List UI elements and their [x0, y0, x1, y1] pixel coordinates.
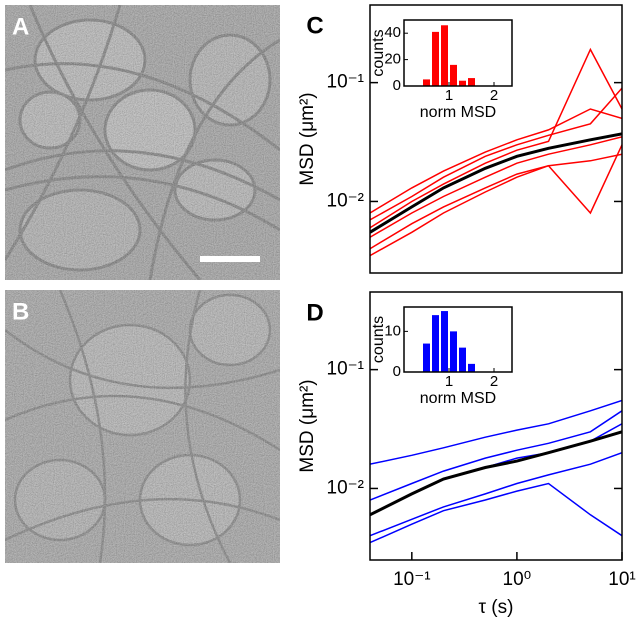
msd-curve — [370, 423, 622, 516]
x-tick-label: 10¹ — [608, 569, 635, 590]
msd-curve — [370, 153, 622, 250]
inset-y-label: counts — [370, 29, 387, 76]
histogram-bar — [459, 347, 466, 372]
msd-curve — [370, 47, 622, 229]
msd-curve — [370, 451, 622, 537]
y-axis-label: MSD (μm²) — [297, 379, 318, 472]
y-axis-label: MSD (μm²) — [297, 92, 318, 185]
plot-area — [370, 399, 622, 544]
x-tick-label: 10⁰ — [503, 569, 532, 590]
y-tick-label: 10 — [384, 322, 401, 339]
y-tick-label: 10⁻¹ — [327, 72, 365, 93]
msd-curve — [370, 430, 622, 517]
y-tick-label: 0 — [393, 363, 401, 380]
msd-curve — [370, 132, 622, 234]
inset-frame — [403, 306, 513, 373]
histogram-bar — [468, 363, 475, 372]
histogram-bar — [441, 311, 448, 372]
msd-curve — [370, 87, 622, 221]
x-axis-label: τ (s) — [479, 597, 514, 618]
inset-x-label: norm MSD — [420, 104, 496, 121]
msd-curve — [370, 144, 622, 257]
msd-curve — [370, 136, 622, 238]
plot-area — [370, 47, 622, 257]
inset-x-label: norm MSD — [420, 390, 496, 407]
y-tick-label: 10⁻² — [327, 477, 365, 498]
x-tick-label: 10⁻¹ — [393, 569, 431, 590]
panel-label: C — [306, 12, 323, 39]
panel-label: D — [306, 299, 323, 326]
histogram-bar — [441, 25, 448, 87]
histogram-bar — [450, 64, 457, 86]
inset-frame — [403, 19, 513, 87]
histogram-bar — [423, 79, 430, 86]
x-tick-label: 2 — [490, 87, 498, 104]
panel-label: B — [12, 298, 29, 325]
panel-label: A — [12, 13, 29, 40]
inset-background — [404, 307, 512, 372]
msd-curve — [370, 399, 622, 465]
histogram-bar — [432, 31, 439, 87]
msd-curve — [370, 482, 622, 544]
inset-background — [404, 20, 512, 86]
inset-y-label: counts — [370, 316, 387, 363]
x-tick-label: 1 — [445, 373, 453, 390]
y-tick-label: 10⁻² — [327, 190, 365, 211]
y-tick-label: 10⁻¹ — [327, 359, 365, 380]
histogram-bar — [459, 80, 466, 86]
x-tick-label: 2 — [490, 373, 498, 390]
y-tick-label: 40 — [384, 24, 401, 41]
micrograph-b — [5, 290, 280, 563]
y-tick-label: 0 — [393, 77, 401, 94]
plot-frame — [369, 4, 623, 274]
histogram-bar — [432, 315, 439, 372]
histogram-bar — [450, 331, 457, 372]
micrograph-a — [5, 5, 280, 280]
histogram-bar — [423, 343, 430, 372]
y-tick-label: 20 — [384, 51, 401, 68]
x-tick-label: 1 — [445, 87, 453, 104]
histogram-bar — [468, 78, 475, 86]
msd-curve — [370, 108, 622, 214]
msd-curve — [370, 410, 622, 501]
plot-frame — [369, 291, 623, 561]
